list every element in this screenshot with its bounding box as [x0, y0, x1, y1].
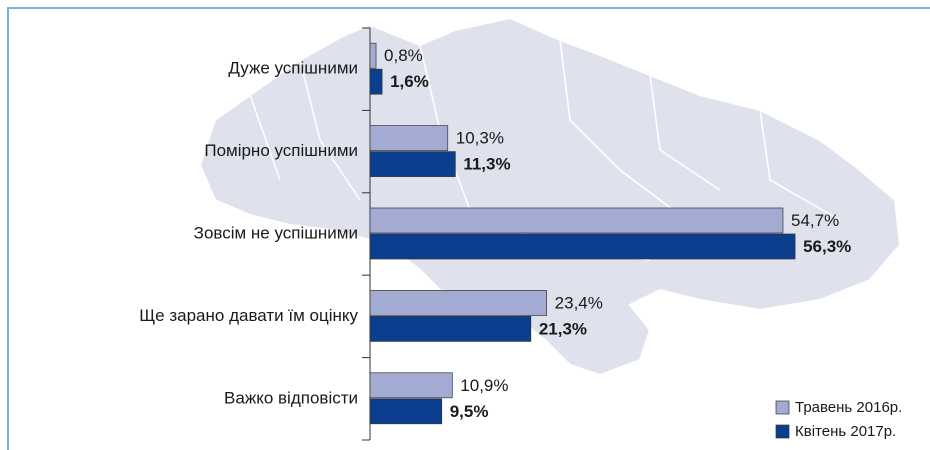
bar — [369, 42, 377, 69]
bar — [369, 125, 449, 151]
category-label: Зовсім не успішними — [194, 223, 358, 242]
value-label: 54,7% — [791, 211, 839, 230]
bar — [369, 316, 532, 342]
value-label: 23,4% — [555, 293, 603, 312]
bar — [369, 68, 383, 95]
category-label: Ще зарано давати їм оцінку — [139, 306, 358, 325]
legend-label: Квітень 2017р. — [795, 423, 896, 440]
bar — [369, 151, 456, 177]
bar — [369, 233, 796, 260]
value-label: 21,3% — [539, 319, 587, 338]
legend-swatch — [775, 400, 790, 415]
value-label: 11,3% — [463, 155, 510, 174]
value-label: 56,3% — [803, 237, 851, 256]
category-label: Дуже успішними — [228, 59, 358, 78]
category-label: Помірно успішними — [204, 141, 358, 160]
value-label: 9,5% — [450, 402, 489, 421]
value-label: 1,6% — [390, 72, 429, 91]
value-label: 10,3% — [456, 129, 504, 148]
category-label: Важко відповісти — [224, 388, 358, 407]
frame — [7, 7, 930, 450]
bar — [369, 290, 548, 316]
legend-swatch — [775, 424, 790, 439]
value-label: 10,9% — [460, 376, 508, 395]
map-shape — [198, 16, 902, 377]
bar — [369, 398, 443, 425]
bar — [369, 372, 453, 399]
bar — [369, 207, 784, 234]
legend-label: Травень 2016р. — [795, 399, 902, 416]
value-label: 0,8% — [384, 46, 423, 65]
